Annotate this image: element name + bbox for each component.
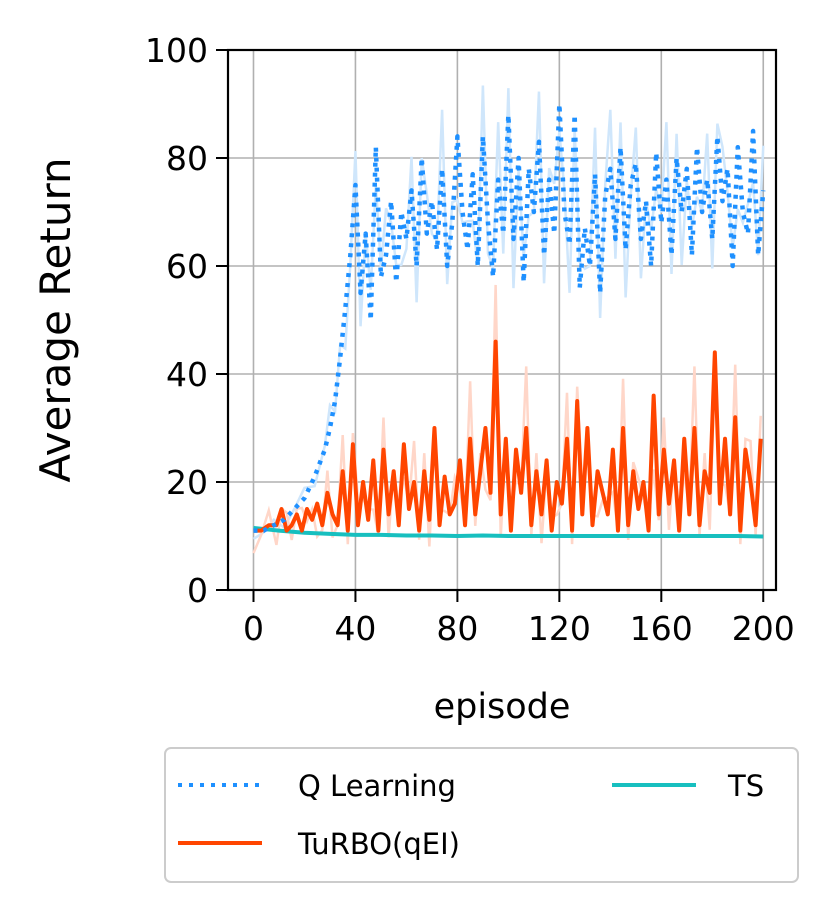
y-tick-label: 80 (166, 139, 208, 178)
legend-q-learning-label: Q Learning (298, 769, 456, 803)
legend-ts-label: TS (727, 769, 764, 803)
series-line-2 (253, 525, 764, 539)
x-tick-label: 160 (630, 609, 693, 648)
legend: Q Learning TuRBO(qEI) TS (164, 747, 799, 883)
y-tick-label: 40 (166, 355, 208, 394)
x-tick-label: 0 (243, 609, 264, 648)
plot-area (226, 48, 778, 592)
x-tick-label: 200 (732, 609, 795, 648)
series-line-0 (253, 101, 766, 533)
legend-box (164, 747, 799, 883)
x-axis-ticks: 0 40 80 120 160 200 (243, 590, 795, 648)
y-tick-label: 0 (187, 571, 208, 610)
y-axis-ticks: 0 20 40 60 80 100 (145, 31, 228, 610)
y-tick-label: 100 (145, 31, 208, 70)
plot-frame (226, 48, 778, 592)
series-line-1 (253, 339, 763, 533)
x-tick-label: 120 (528, 609, 591, 648)
y-tick-label: 20 (166, 463, 208, 502)
y-tick-label: 60 (166, 247, 208, 286)
x-axis-title: episode (434, 687, 571, 727)
series-lines (253, 101, 766, 539)
legend-turbo-label: TuRBO(qEI) (297, 827, 460, 861)
grid-lines (228, 49, 776, 591)
x-tick-label: 80 (436, 609, 478, 648)
x-tick-label: 40 (334, 609, 376, 648)
y-axis-title: Average Return (31, 157, 80, 482)
